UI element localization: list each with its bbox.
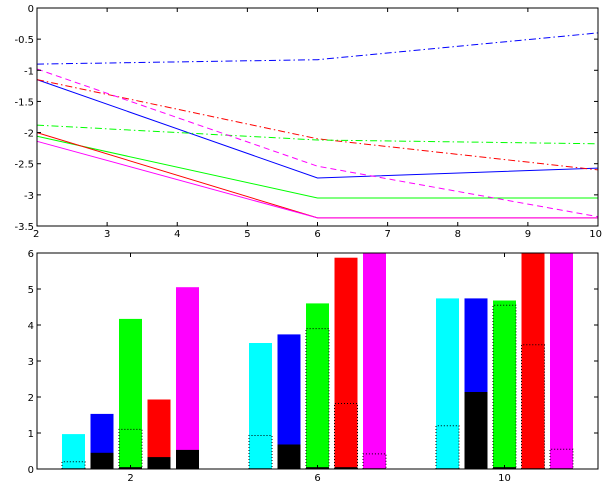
bar-dotted-level [549, 448, 574, 469]
x-tick-label: 6 [314, 473, 320, 483]
plot-frame [36, 7, 599, 227]
bar-base [464, 392, 488, 469]
bar [147, 399, 171, 469]
x-tick-label: 4 [174, 229, 180, 240]
y-tick-label: -1.5 [14, 97, 34, 108]
bar [363, 253, 386, 469]
bar-dotted-level [492, 304, 517, 469]
bar-dotted-level [118, 428, 143, 469]
line-chart-axes: 2 3 4 5 6 7 8 9 10 0 -0.5 -1 -1.5 -2 -2.5 -3 -3.5 [14, 4, 602, 240]
bar [62, 434, 85, 469]
series-line-2 [36, 135, 598, 199]
y-tick-label: 0 [28, 465, 34, 476]
y-tick-label: 3 [28, 357, 34, 368]
bar [550, 253, 573, 469]
bar [521, 253, 545, 469]
bar-base [334, 467, 358, 469]
bar-dotted-level [61, 461, 86, 469]
y-tick-label: -2 [24, 129, 34, 140]
bar-dotted-level [435, 425, 460, 469]
y-tick-label: 1 [28, 429, 34, 440]
series-line-4 [36, 140, 598, 219]
series-line-5 [36, 32, 599, 65]
bar [277, 334, 301, 469]
y-tick-label: -3 [24, 191, 34, 202]
bar-base [277, 444, 301, 469]
y-tick-label: -2.5 [14, 160, 34, 171]
y-tick-label: 2 [28, 393, 34, 404]
series-line-8 [36, 68, 599, 218]
series-line-3 [36, 132, 598, 219]
y-tick-label: 6 [28, 249, 34, 260]
bar-dotted-level [248, 435, 273, 469]
bar-chart-axes: 2 6 10 0 1 2 3 4 5 6 [28, 249, 599, 483]
series-line-1 [36, 79, 599, 179]
bar-base [147, 457, 171, 469]
y-tick-label: -3.5 [14, 222, 34, 233]
bar [334, 257, 358, 469]
y-tick-label: -1 [24, 66, 34, 77]
y-tick-label: 0 [28, 4, 34, 15]
series-line-6 [36, 79, 599, 171]
x-tick-label: 9 [525, 229, 531, 240]
x-tick-label: 2 [33, 229, 39, 240]
y-tick-label: 4 [28, 321, 34, 332]
x-tick-label: 7 [384, 229, 390, 240]
bar-dotted-level [521, 344, 545, 469]
y-tick-label: 5 [28, 285, 34, 296]
y-tick-label: -0.5 [14, 35, 34, 46]
bar [249, 343, 272, 469]
bar [493, 300, 516, 469]
x-tick-label: 10 [498, 473, 511, 483]
x-tick-label: 10 [589, 229, 602, 240]
x-tick-label: 6 [314, 229, 320, 240]
x-tick-label: 8 [455, 229, 461, 240]
x-tick-label: 3 [104, 229, 110, 240]
bar-base [176, 449, 199, 469]
bar-dotted-level [362, 453, 387, 469]
bar [176, 287, 199, 469]
bar [306, 303, 329, 469]
bar [436, 298, 459, 469]
x-tick-label: 2 [127, 473, 133, 483]
bar-base [90, 452, 114, 469]
bar [119, 318, 142, 469]
x-tick-label: 5 [244, 229, 250, 240]
series-line-7 [36, 124, 599, 145]
